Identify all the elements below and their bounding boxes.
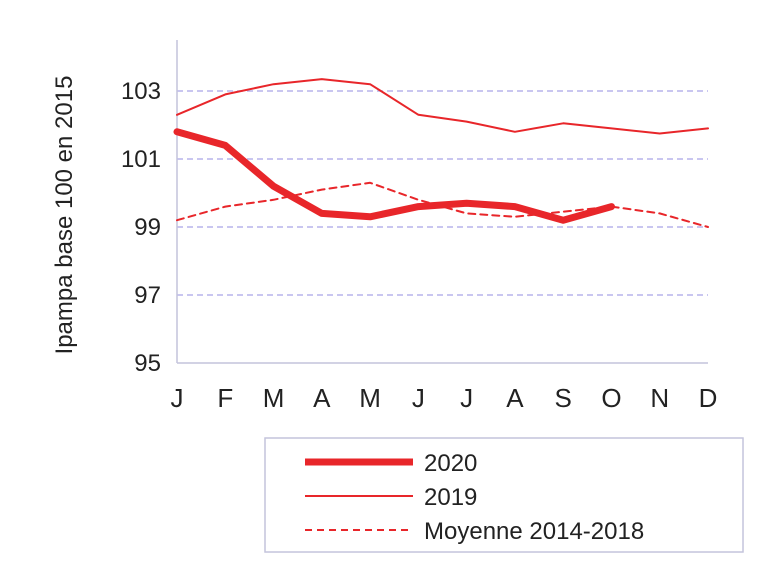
y-tick-label: 101 (121, 146, 161, 173)
x-tick-label: J (171, 383, 184, 413)
x-tick-label: D (699, 383, 718, 413)
x-tick-label: J (460, 383, 473, 413)
legend-label: Moyenne 2014-2018 (424, 518, 644, 545)
x-tick-label: M (359, 383, 381, 413)
y-tick-label: 99 (134, 214, 161, 241)
series-line-moyenne-2014-2018 (176, 181, 709, 228)
series-line-2020 (173, 128, 615, 224)
legend: 2020 2019 Moyenne 2014-2018 (264, 437, 744, 553)
x-tick-label: A (506, 383, 524, 413)
x-tick-label: F (217, 383, 233, 413)
x-tick-label: S (555, 383, 572, 413)
x-tick-label: M (263, 383, 285, 413)
axis-layer (176, 40, 708, 364)
grid-layer (177, 90, 708, 296)
x-tick-label: O (601, 383, 621, 413)
x-tick-label: J (412, 383, 425, 413)
y-tick-label: 95 (134, 350, 161, 377)
x-tick-label: N (650, 383, 669, 413)
x-tick-label: A (313, 383, 331, 413)
legend-label: 2019 (424, 484, 477, 511)
series-line-2019 (176, 78, 709, 135)
series-layer (173, 78, 709, 228)
legend-label: 2020 (424, 450, 477, 477)
y-tick-labels: 95 97 99 101 103 (121, 78, 161, 377)
y-axis-label: Ipampa base 100 en 2015 (51, 76, 78, 355)
y-tick-label: 103 (121, 78, 161, 105)
y-tick-label: 97 (134, 282, 161, 309)
legend-items: 2020 2019 Moyenne 2014-2018 (305, 450, 644, 545)
